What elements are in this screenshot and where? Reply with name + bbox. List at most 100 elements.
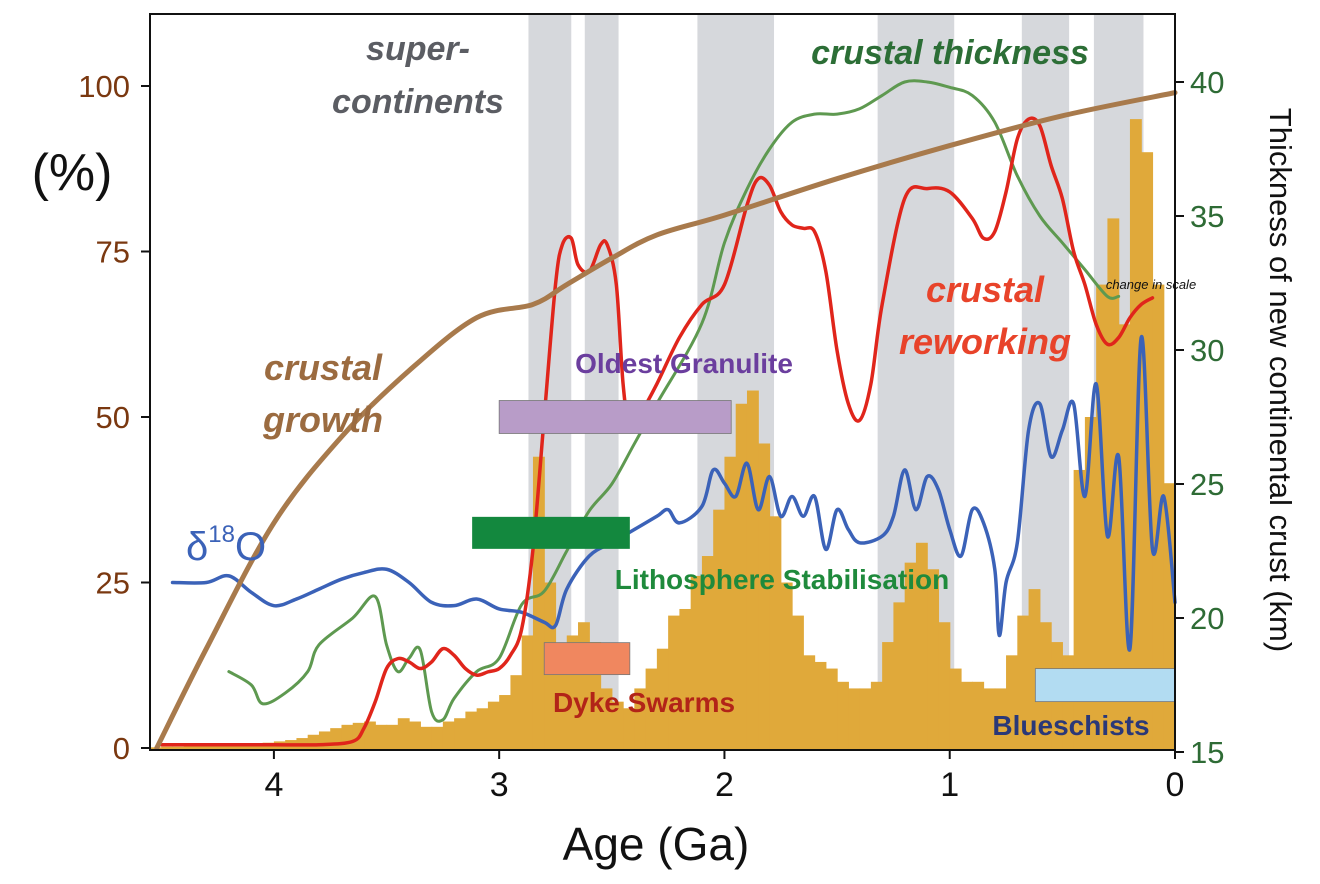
histogram-bar [735, 403, 748, 750]
histogram-bar [307, 734, 320, 750]
histogram-bar [769, 516, 782, 750]
histogram-bar [634, 688, 647, 750]
histogram-bar [938, 622, 951, 750]
plot-frame [149, 13, 1176, 751]
histogram-bar [578, 622, 590, 750]
histogram-bar [532, 456, 545, 750]
histogram-bar [960, 681, 973, 750]
histogram-bar [1163, 483, 1176, 750]
histogram-bar [420, 726, 433, 750]
histogram-bar [623, 708, 635, 750]
histogram-bar [409, 721, 421, 750]
histogram-bar [172, 746, 185, 750]
crustal-thickness-label: crustal thickness [811, 34, 1089, 72]
histogram-bar [161, 746, 174, 750]
histogram-bar [825, 668, 838, 750]
histogram-bar [758, 443, 771, 750]
histogram-bar [893, 602, 906, 750]
histogram-bar [701, 556, 714, 750]
histogram-bar [499, 695, 512, 750]
event-bar-blueschists [1034, 668, 1176, 703]
histogram-bar [1073, 469, 1086, 750]
d18o-label: δ18O [186, 521, 266, 569]
histogram-bar [949, 668, 962, 750]
histogram-bar [555, 655, 568, 750]
x-tick-label: 2 [715, 766, 734, 804]
crustal-growth-label-line2: growth [262, 399, 383, 440]
x-tick-label: 4 [264, 766, 283, 804]
d18o-delta: δ [186, 525, 208, 569]
histogram-bar [397, 718, 410, 750]
y-left-tick-label: 25 [96, 566, 130, 601]
crustal-growth-label-line1: crustal [264, 347, 383, 388]
histogram-bar [915, 542, 928, 750]
x-tick-label: 1 [940, 766, 959, 804]
x-axis-title: Age (Ga) [563, 818, 750, 870]
histogram-bar [972, 681, 985, 750]
y-left-tick-label: 0 [113, 731, 130, 766]
histogram-bar [927, 569, 940, 750]
histogram-bar [1017, 615, 1030, 750]
histogram-bar [217, 745, 230, 750]
histogram-bar [240, 744, 252, 750]
histogram-bar [983, 688, 996, 750]
histogram-bar [870, 681, 883, 750]
histogram-bar [1006, 655, 1018, 750]
event-bar-dyke-swarms [543, 642, 631, 676]
histogram-bar [476, 708, 489, 750]
histogram-bar [837, 681, 849, 750]
histogram-bar [713, 509, 726, 750]
change-in-scale-note: change in scale [1106, 277, 1196, 292]
histogram-bar [510, 675, 523, 750]
histogram-bar [206, 745, 219, 750]
data-series [154, 79, 1178, 751]
blueschists-label: Blueschists [992, 710, 1149, 741]
histogram-bar [690, 575, 703, 750]
histogram-bar [724, 456, 737, 750]
histogram-bar [600, 688, 613, 750]
histogram-bar [386, 724, 399, 750]
lithosphere-stabilisation-label: Lithosphere Stabilisation [615, 564, 949, 595]
histogram-bar [994, 688, 1007, 750]
y-right-tick-label: 15 [1190, 735, 1224, 770]
y-left-tick-label: 50 [96, 400, 130, 435]
histogram-bar [566, 635, 579, 750]
histogram-bar [611, 701, 624, 750]
oldest-granulite-label: Oldest Granulite [575, 348, 793, 379]
event-bars [472, 400, 1176, 703]
histogram-bar [521, 635, 534, 750]
histogram-bar [1096, 284, 1109, 750]
histogram-bar [859, 688, 872, 750]
histogram-bar [465, 711, 478, 750]
histogram-bar [442, 721, 455, 750]
supercontinents-label-line1: super- [366, 30, 470, 68]
histogram-bar [341, 724, 354, 750]
histogram-bar [195, 746, 207, 750]
histogram-bar [454, 718, 466, 750]
y-right-tick-label: 30 [1190, 333, 1224, 368]
y-right-tick-label: 20 [1190, 601, 1224, 636]
histogram-bar [228, 744, 241, 750]
histogram-bar [656, 648, 669, 750]
crustal-reworking-label-line2: reworking [899, 321, 1071, 362]
histogram-bar [645, 668, 658, 750]
histogram-bar [814, 661, 827, 750]
series-d18o [170, 335, 1177, 652]
histogram-bar [375, 724, 388, 750]
histogram-bar [882, 642, 895, 750]
event-bar-oldest-granulite [498, 400, 732, 434]
histogram-bar [318, 731, 331, 750]
histogram-bar [780, 582, 793, 750]
histogram-bar [330, 728, 343, 750]
histogram-bar [904, 562, 917, 750]
x-tick-label: 0 [1166, 766, 1185, 804]
dyke-swarms-label: Dyke Swarms [553, 687, 735, 718]
d18o-superscript: 18 [208, 521, 235, 548]
histogram-bar [589, 642, 602, 750]
histogram-bar [803, 655, 816, 750]
histogram-bar [792, 615, 804, 750]
y-right-tick-label: 25 [1190, 467, 1224, 502]
y-left-tick-label: 75 [96, 235, 130, 270]
